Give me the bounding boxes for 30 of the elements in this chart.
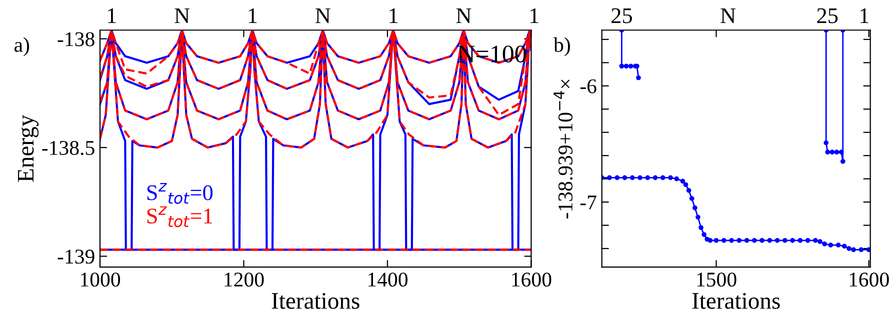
x-axis-title: Iterations [272,293,360,309]
y-tick-label: -6 [580,79,596,94]
y-axis-title: -138.939+10$^{−4}$× [554,80,573,218]
x-axis-title: Iterations [692,293,780,309]
text: 1 [108,8,116,24]
text: 1 [860,8,868,24]
text: 1 [248,8,257,24]
x-tick-label: 1000 [81,272,120,287]
text: N [315,8,330,24]
y-tick-label: -138 [58,32,94,46]
y-axis-title: Energy [18,114,39,182]
text: N [720,8,736,24]
x-tick-label: 1600 [850,272,889,287]
y-tick-label: -138.5 [42,140,94,156]
y-tick-label: -7 [580,196,596,210]
x-tick-label: 1400 [368,272,408,287]
text: b) [554,37,570,56]
text: 25 [612,8,632,24]
x-tick-label: 1600 [512,272,552,287]
text: 1 [390,8,398,24]
text: S$^{z}$$_{tot}$=0 [147,182,213,204]
series-label: S$^{z}$$_{tot}$=1 [147,206,212,228]
text: N [456,8,472,24]
y-tick-label: -139 [58,250,94,264]
text: a) [14,37,30,56]
text: 25 [817,8,838,24]
text: N [174,8,190,24]
x-tick-label: 1500 [697,272,736,287]
x-tick-label: 1200 [224,272,264,287]
text: 1 [530,8,538,24]
